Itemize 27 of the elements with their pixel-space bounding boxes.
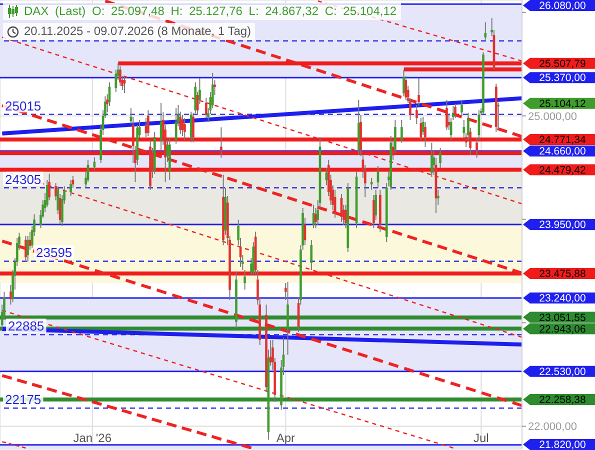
ref-line-label: 23.950,00 bbox=[539, 219, 586, 232]
x-tick-label: Jan '26 bbox=[73, 431, 112, 445]
ref-line-label: 25015 bbox=[5, 98, 42, 114]
y-tick-label: 22.000,00 bbox=[528, 421, 577, 434]
ref-line-label: 21.820,00 bbox=[539, 439, 586, 450]
ref-line-label: 22.258,38 bbox=[539, 394, 586, 406]
ref-line-label: 25.370,00 bbox=[539, 72, 586, 84]
ref-line-label: 23.475,88 bbox=[539, 268, 586, 280]
text: 25.104,12 bbox=[539, 98, 586, 110]
ref-line-label: 24.771,34 bbox=[539, 134, 586, 146]
ref-line-label: 24305 bbox=[5, 172, 42, 187]
ref-line-label: 26.080,00 bbox=[539, 0, 586, 12]
ref-line-label: 23595 bbox=[36, 245, 72, 260]
ref-line-label: 22885 bbox=[8, 318, 44, 334]
ref-line-label: 24.479,42 bbox=[539, 164, 586, 176]
x-tick-label: Jul bbox=[474, 431, 489, 445]
text: 20.11.2025 - 09.07.2026 (8 Monate, 1 Tag) bbox=[24, 23, 252, 40]
chart-title: DAX (Last) O: 25.097,48 H: 25.127,76 L: 24.867,32 C: 25.104,12 bbox=[24, 3, 397, 20]
data-label: 25.507,79 bbox=[539, 58, 586, 70]
ref-line-label: 22175 bbox=[5, 392, 42, 408]
ref-line-label: 22.530,00 bbox=[539, 366, 586, 378]
ref-line-label: 24.660,00 bbox=[539, 146, 586, 158]
x-tick-label: Apr bbox=[276, 431, 296, 445]
ref-line-label: 23.240,00 bbox=[539, 292, 586, 305]
ref-line-label: 22.943,06 bbox=[539, 323, 586, 336]
y-tick-label: 25.000,00 bbox=[528, 110, 577, 123]
ref-line-label: 23.051,55 bbox=[539, 312, 586, 324]
